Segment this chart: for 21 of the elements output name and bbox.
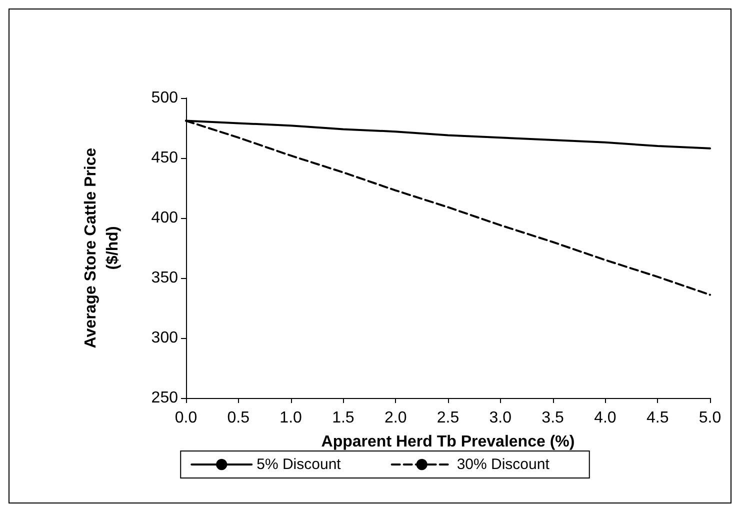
x-tick-label: 4.5 [646, 410, 669, 426]
x-tick-label: 3.5 [542, 410, 564, 426]
x-tick-label: 4.0 [594, 410, 616, 426]
y-axis-title: Average Store Cattle Price ($/hd) [82, 148, 122, 348]
y-tick-label: 450 [151, 150, 178, 166]
x-tick-label: 0.0 [174, 410, 198, 426]
y-tick-label: 500 [151, 90, 178, 106]
x-tick-label: 2.5 [436, 410, 460, 426]
x-tick-label: 5.0 [698, 410, 722, 426]
legend-label: 5% Discount [256, 456, 342, 473]
y-tick-label: 400 [151, 210, 178, 226]
x-tick-label: 1.5 [332, 410, 354, 426]
y-tick-label: 350 [151, 270, 178, 286]
legend-label: 30% Discount [456, 456, 550, 473]
x-axis-title: Apparent Herd Tb Prevalence (%) [321, 434, 575, 450]
y-tick-label: 300 [151, 330, 178, 346]
x-tick-label: 2.0 [384, 410, 407, 426]
y-tick-label: 250 [151, 390, 178, 406]
x-tick-label: 1.0 [280, 410, 302, 426]
x-tick-label: 3.0 [489, 410, 512, 426]
x-tick-label: 0.5 [227, 410, 250, 426]
